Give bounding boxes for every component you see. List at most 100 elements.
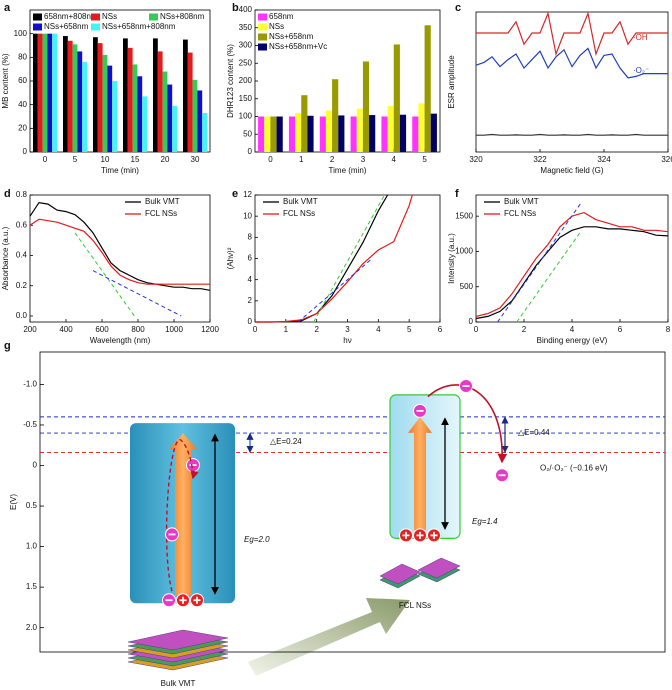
y-tick-label: 250	[239, 58, 253, 67]
y-tick-label: 2	[248, 296, 253, 305]
bar	[197, 90, 203, 152]
fit-line	[516, 230, 583, 323]
bar	[37, 33, 43, 152]
series-line	[475, 211, 669, 317]
bar	[142, 96, 147, 152]
x-tick-label: 4	[570, 325, 575, 334]
legend-label: Bulk VMT	[283, 197, 318, 206]
bar	[132, 64, 138, 152]
bar	[307, 115, 314, 152]
bar	[157, 51, 163, 152]
bar	[393, 44, 400, 153]
legend-label: NSs+658nm+808nm	[102, 22, 176, 31]
bar	[42, 33, 48, 152]
annotation: ·O₂⁻	[633, 66, 649, 75]
legend-label: NSs	[269, 22, 284, 31]
charge-sign	[430, 531, 438, 539]
y-tick-label: 6	[248, 254, 253, 263]
x-tick-label: 324	[597, 155, 611, 164]
y-tick-label: 100	[239, 112, 253, 121]
bar	[102, 54, 108, 152]
delta-label: △E=0.44	[518, 428, 550, 437]
electron-path	[165, 439, 199, 592]
y-tick-label: 0.0	[16, 311, 28, 320]
bar	[202, 112, 207, 152]
x-tick-label: 2	[522, 325, 527, 334]
bar	[93, 37, 98, 152]
legend-label: 658nm	[269, 12, 294, 21]
x-axis-label: Magnetic field (G)	[540, 166, 603, 175]
legend-label: FCL NSs	[504, 209, 536, 218]
x-tick-label: 5	[73, 155, 78, 164]
excitation-arrow	[408, 416, 432, 531]
bar	[319, 116, 326, 152]
x-tick-label: 1	[299, 155, 304, 164]
x-tick-label: 200	[23, 325, 37, 334]
fit-line	[313, 194, 385, 323]
y-tick-label: 0.6	[16, 220, 28, 229]
y-tick-label: 350	[239, 23, 253, 32]
x-tick-label: 2	[314, 325, 319, 334]
bar	[67, 40, 73, 153]
legend-label: NSs+658nm	[269, 32, 314, 41]
bar	[412, 116, 419, 152]
x-tick-label: 0	[253, 325, 258, 334]
y-tick-label: 50	[243, 129, 252, 138]
y-tick-label: 4	[248, 275, 253, 284]
panel-letter: c	[455, 2, 461, 14]
legend-label: NSs+808nm	[160, 12, 205, 21]
x-tick-label: 20	[161, 155, 170, 164]
y-tick-label: 80	[18, 52, 27, 61]
y-axis-label: Intensity (a.u.)	[447, 233, 456, 284]
legend-swatch	[33, 23, 42, 31]
y-axis-label: ESR amplitude	[447, 55, 456, 109]
x-tick-label: 5	[407, 325, 412, 334]
bar	[264, 116, 271, 152]
bar	[332, 79, 339, 152]
bar	[362, 61, 370, 152]
x-tick-label: 0	[268, 155, 273, 164]
bar	[399, 114, 407, 152]
x-tick-label: 2	[330, 155, 335, 164]
nanosheet	[127, 629, 229, 651]
legend-label: FCL NSs	[283, 209, 315, 218]
bar	[127, 47, 133, 152]
x-tick-label: 15	[131, 155, 140, 164]
fit-line	[74, 232, 135, 317]
legend-swatch	[258, 13, 267, 21]
panel-letter: f	[455, 188, 459, 200]
y-tick-label: -0.5	[23, 420, 37, 429]
bar	[183, 39, 188, 153]
series-line	[476, 133, 668, 136]
bar	[123, 38, 128, 152]
legend-swatch	[91, 23, 100, 31]
legend-swatch	[149, 13, 158, 21]
panel-letter: d	[4, 188, 11, 200]
x-axis-label: Time (min)	[329, 166, 367, 175]
y-axis-label: MB content (%)	[1, 53, 10, 108]
y-tick-label: 0	[33, 461, 38, 470]
bar	[325, 110, 333, 152]
bar	[387, 105, 394, 152]
plot-frame	[475, 11, 669, 153]
y-axis-label: E(V)	[9, 494, 18, 510]
bar	[430, 113, 437, 152]
redox-label: O₂/·O₂⁻ (−0.16 eV)	[540, 464, 608, 473]
gap-label: Eg=2.0	[244, 535, 270, 544]
y-tick-label: 8	[248, 232, 253, 241]
bar	[356, 108, 363, 152]
bar	[172, 105, 177, 152]
x-tick-label: 6	[438, 325, 443, 334]
x-tick-label: 1000	[165, 325, 183, 334]
series-line	[475, 226, 669, 320]
y-axis-label: DHR123 content (%)	[226, 44, 235, 118]
y-tick-label: 2.0	[26, 623, 38, 632]
y-tick-label: 0	[23, 147, 28, 156]
bar	[112, 81, 117, 152]
x-tick-label: 0	[43, 155, 48, 164]
annotation: ·OH	[633, 33, 648, 42]
y-axis-label: Absorbance (a.u.)	[1, 226, 10, 290]
y-axis-label: (Ahν)²	[226, 247, 235, 269]
y-tick-label: 1.5	[26, 582, 38, 591]
x-tick-label: 5	[422, 155, 427, 164]
